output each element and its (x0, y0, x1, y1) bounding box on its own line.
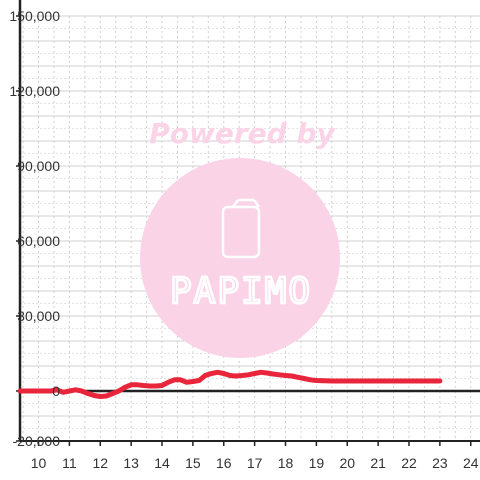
x-tick-label: 14 (154, 455, 170, 471)
x-tick-label: 18 (278, 455, 294, 471)
watermark-brand: PAPIMO (170, 271, 312, 312)
x-tick-label: 17 (247, 455, 263, 471)
y-tick-label: 60,000 (17, 233, 60, 249)
x-tick-label: 13 (123, 455, 139, 471)
x-tick-label: 23 (432, 455, 448, 471)
x-tick-label: 20 (339, 455, 355, 471)
tick-labels: -20,000 0 30,000 60,000 90,000 120,000 150,000… (9, 8, 478, 471)
y-tick-label: 0 (52, 383, 60, 399)
y-tick-label: -20,000 (13, 433, 61, 449)
x-tick-label: 22 (401, 455, 417, 471)
x-tick-label: 16 (216, 455, 232, 471)
series-layer (17, 369, 443, 399)
y-tick-label: 120,000 (9, 83, 60, 99)
x-tick-label: 19 (309, 455, 325, 471)
y-tick-label: 90,000 (17, 158, 60, 174)
y-tick-label: 150,000 (9, 8, 60, 24)
series-line (17, 369, 443, 399)
x-tick-label: 15 (185, 455, 201, 471)
axes (16, 0, 480, 446)
phone-icon (221, 198, 261, 259)
x-tick-label: 21 (370, 455, 386, 471)
x-tick-label: 12 (92, 455, 108, 471)
watermark: Powered by PAPIMO (140, 117, 340, 358)
x-tick-label: 10 (31, 455, 47, 471)
x-tick-label: 24 (463, 455, 479, 471)
x-tick-label: 11 (62, 455, 77, 471)
y-tick-label: 30,000 (17, 308, 60, 324)
watermark-caption: Powered by (149, 117, 336, 150)
